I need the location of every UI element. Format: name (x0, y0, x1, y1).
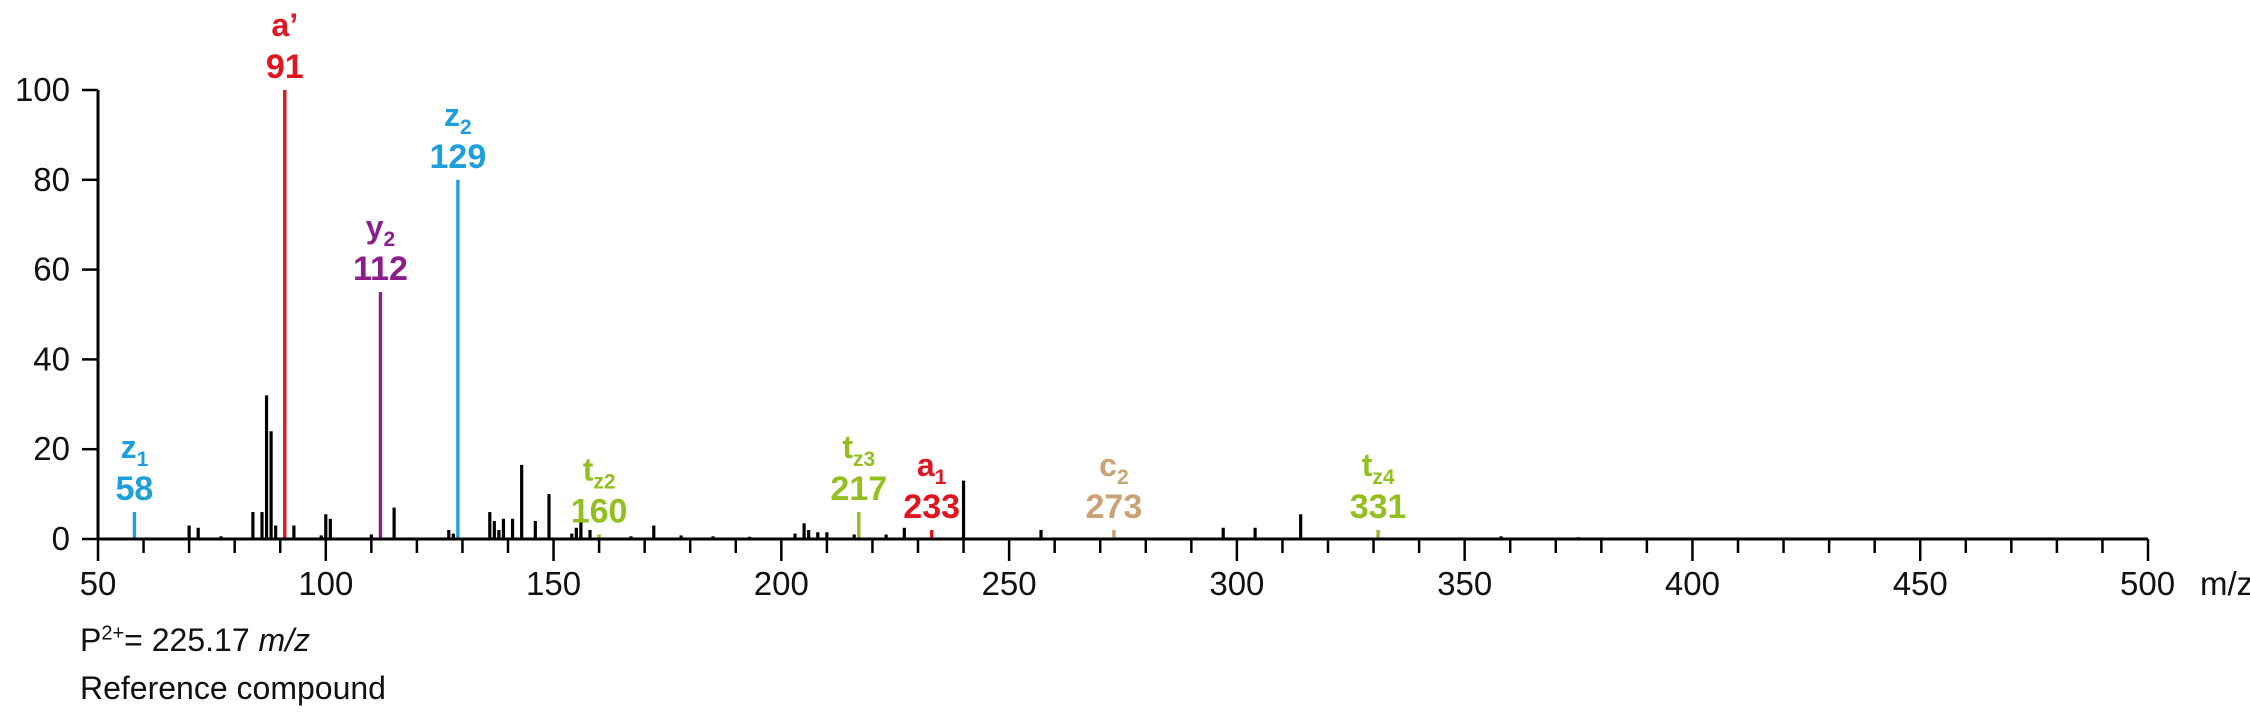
ion-label-331: tz4 (1362, 447, 1395, 489)
y-tick-label-60: 60 (33, 251, 70, 288)
compound-label: Reference compound (80, 670, 386, 706)
ion-type-112: y (366, 209, 384, 245)
precursor-charge: 2+ (101, 622, 125, 645)
ion-type-331: t (1362, 447, 1373, 483)
peak-mz-label-129: 129 (430, 138, 487, 176)
ion-type-129: z (444, 97, 460, 133)
peak-mz-label-112: 112 (353, 250, 408, 288)
peak-mz-label-331: 331 (1350, 488, 1407, 526)
ion-subscript-112: 2 (383, 228, 395, 251)
precursor-value: = 225.17 (124, 622, 259, 658)
x-tick-label-350: 350 (1437, 565, 1492, 602)
peaks-group (187, 395, 1581, 539)
x-tick-label-150: 150 (526, 565, 581, 602)
x-tick-label-250: 250 (982, 565, 1037, 602)
peak-mz-label-160: 160 (571, 493, 628, 531)
x-tick-label-500: 500 (2120, 565, 2175, 602)
y-tick-label-80: 80 (33, 161, 70, 198)
ion-subscript-273: 2 (1117, 466, 1129, 489)
ion-label-129: z2 (444, 97, 472, 139)
y-tick-label-0: 0 (52, 520, 70, 557)
x-axis-unit: m/z (2200, 565, 2250, 602)
axes-group: 50 100 150 200 250 300 350 400 450 500 m/z 0 20 40 60 8… (15, 71, 2250, 602)
ion-type-160: t (583, 452, 594, 488)
ion-subscript-160: z2 (593, 471, 615, 494)
peak-mz-label-273: 273 (1086, 488, 1143, 526)
y-tick-label-40: 40 (33, 340, 70, 377)
ion-label-217: tz3 (842, 429, 875, 471)
ion-subscript-331: z4 (1372, 466, 1395, 489)
ion-label-233: a1 (917, 447, 947, 489)
x-tick-label-400: 400 (1665, 565, 1720, 602)
x-tick-label-200: 200 (754, 565, 809, 602)
peak-mz-label-217: 217 (830, 470, 887, 508)
y-tick-label-20: 20 (33, 430, 70, 467)
ion-label-58: z1 (121, 429, 149, 471)
precursor-unit: m/z (258, 622, 311, 658)
ion-type-233: a (917, 447, 935, 483)
x-tick-label-100: 100 (298, 565, 353, 602)
x-tick-label-50: 50 (80, 565, 117, 602)
ion-type-273: c (1099, 447, 1117, 483)
ion-subscript-58: 1 (137, 448, 149, 471)
ion-label-273: c2 (1099, 447, 1128, 489)
ion-label-160: tz2 (583, 452, 616, 494)
precursor-info: P2+= 225.17 m/z (80, 622, 310, 659)
ion-label-91: a’ (271, 7, 298, 43)
ion-type-91: a’ (271, 7, 298, 43)
peak-mz-label-233: 233 (903, 488, 960, 526)
ion-subscript-233: 1 (935, 466, 947, 489)
peak-mz-label-91: 91 (266, 48, 304, 86)
ion-subscript-129: 2 (460, 116, 472, 139)
precursor-prefix: P (80, 622, 102, 658)
ion-type-58: z (121, 429, 137, 465)
ion-type-217: t (842, 429, 853, 465)
x-tick-label-300: 300 (1209, 565, 1264, 602)
peak-mz-label-58: 58 (116, 470, 154, 508)
ion-subscript-217: z3 (853, 448, 875, 471)
y-tick-label-100: 100 (15, 71, 70, 108)
x-tick-label-450: 450 (1893, 565, 1948, 602)
ion-label-112: y2 (366, 209, 395, 251)
